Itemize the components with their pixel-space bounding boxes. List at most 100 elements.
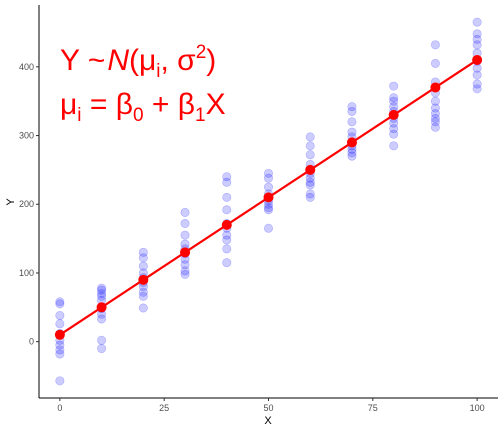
data-point	[180, 218, 190, 228]
data-point	[263, 203, 273, 213]
data-point	[305, 177, 315, 187]
y-tick-label: 300	[19, 131, 34, 141]
data-point	[305, 189, 315, 199]
data-point	[472, 79, 482, 89]
mean-point	[180, 247, 191, 258]
mean-point	[54, 329, 65, 340]
data-point	[430, 109, 440, 119]
data-point	[430, 113, 440, 123]
model-formula-line1: Y ~N(μi, σ2)	[60, 42, 216, 82]
data-point	[55, 349, 65, 359]
data-point	[55, 340, 65, 350]
data-point	[430, 122, 440, 132]
data-point	[180, 269, 190, 279]
data-point	[55, 299, 65, 309]
data-point	[222, 230, 232, 240]
data-point	[97, 335, 107, 345]
data-point	[138, 303, 148, 313]
x-tick-label: 75	[368, 403, 378, 413]
data-point	[222, 177, 232, 187]
data-point	[138, 261, 148, 271]
data-point	[55, 297, 65, 307]
data-point	[430, 117, 440, 127]
data-point	[389, 81, 399, 91]
mean-points	[54, 54, 483, 340]
data-point	[347, 151, 357, 161]
data-point	[138, 287, 148, 297]
x-tick-label: 0	[57, 403, 62, 413]
mean-point	[138, 274, 149, 285]
data-point	[180, 266, 190, 276]
data-point	[430, 96, 440, 106]
data-point	[180, 207, 190, 217]
data-point	[138, 253, 148, 263]
data-point	[263, 168, 273, 178]
mean-point	[430, 82, 441, 93]
data-point	[430, 40, 440, 50]
data-point	[55, 319, 65, 329]
x-tick-label: 25	[159, 403, 169, 413]
data-point	[347, 127, 357, 137]
y-tick-label: 400	[19, 62, 34, 72]
data-point	[347, 106, 357, 116]
y-tick-label: 0	[29, 337, 34, 347]
data-point	[347, 117, 357, 127]
data-point	[472, 40, 482, 50]
data-point	[389, 96, 399, 106]
data-point	[430, 58, 440, 68]
x-tick-label: 50	[263, 403, 273, 413]
data-point	[389, 124, 399, 134]
mean-point	[263, 192, 274, 203]
data-point	[55, 311, 65, 321]
data-point	[263, 205, 273, 215]
data-point	[263, 173, 273, 183]
data-point	[180, 260, 190, 270]
data-point	[97, 283, 107, 293]
data-point	[263, 223, 273, 233]
data-point	[55, 345, 65, 355]
data-point	[389, 141, 399, 151]
data-point	[138, 247, 148, 257]
data-point	[222, 258, 232, 268]
data-point	[305, 141, 315, 151]
data-point	[472, 17, 482, 27]
data-point	[55, 376, 65, 386]
data-point	[305, 192, 315, 202]
data-point	[305, 150, 315, 160]
y-tick-label: 100	[19, 268, 34, 278]
data-point	[222, 172, 232, 182]
y-tick-label: 200	[19, 199, 34, 209]
mean-point	[388, 109, 399, 120]
y-axis-title: Y	[5, 198, 17, 206]
mean-point	[305, 164, 316, 175]
data-point	[472, 34, 482, 44]
mean-point	[346, 137, 357, 148]
data-point	[138, 291, 148, 301]
data-point	[97, 289, 107, 299]
data-point	[263, 182, 273, 192]
data-point	[472, 70, 482, 80]
data-point	[222, 235, 232, 245]
data-point	[305, 180, 315, 190]
data-point	[222, 244, 232, 254]
data-point	[97, 285, 107, 295]
x-axis-title: X	[264, 415, 272, 427]
data-point	[389, 129, 399, 139]
data-point	[222, 205, 232, 215]
mean-point	[221, 219, 232, 230]
data-point	[97, 291, 107, 301]
data-point	[180, 230, 190, 240]
data-point	[430, 103, 440, 113]
mean-point	[96, 302, 107, 313]
data-point	[472, 29, 482, 39]
model-formula-line2: μi = β0 + β1X	[60, 88, 226, 126]
data-point	[222, 192, 232, 202]
data-point	[347, 102, 357, 112]
mean-point	[472, 54, 483, 65]
x-tick-label: 100	[470, 403, 485, 413]
data-point	[347, 148, 357, 158]
data-point	[97, 344, 107, 354]
ticks: 0 25 50 75 100 0 100 200 300 400	[19, 62, 485, 413]
data-point	[305, 132, 315, 142]
